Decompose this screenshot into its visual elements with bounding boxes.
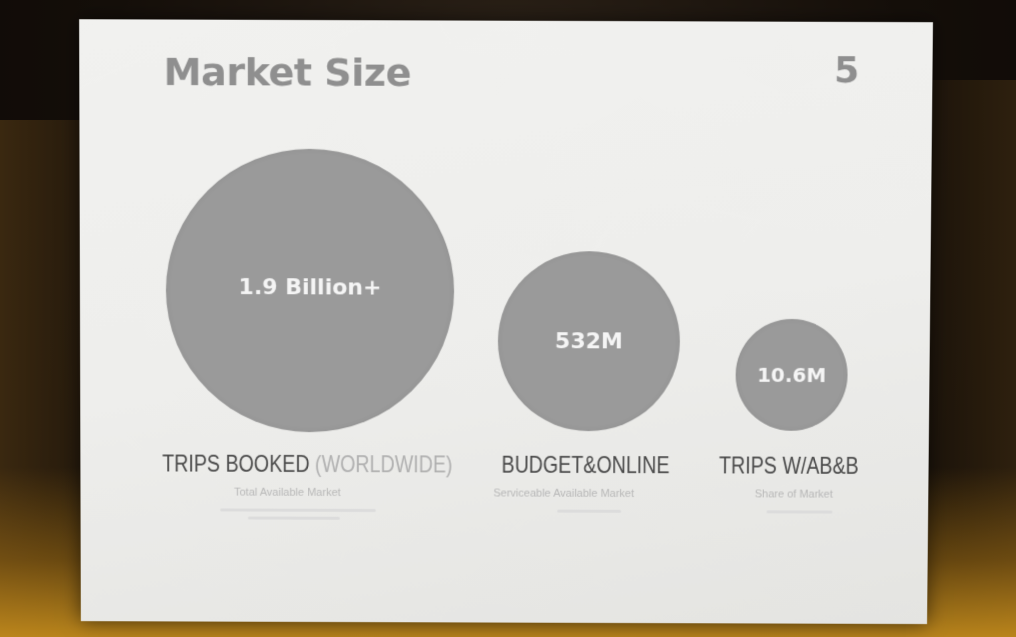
market-value-serviceable: 532M [498,329,680,355]
market-heading-total-main: TRIPS BOOKED [162,451,309,478]
market-value-share: 10.6M [736,363,848,387]
source-note-total-line-2 [248,516,340,519]
market-subtitle-share: Share of Market [755,488,833,500]
market-heading-serviceable: BUDGET&ONLINE [501,452,669,480]
source-note-total [220,508,376,512]
market-heading-total: TRIPS BOOKED (WORLDWIDE) [162,451,452,480]
market-subtitle-total: Total Available Market [234,487,341,499]
source-note-share [767,510,833,513]
market-heading-total-extra: (WORLDWIDE) [315,451,453,478]
slide-title: Market Size [164,50,411,95]
market-heading-share: TRIPS W/AB&B [719,452,859,480]
market-circle-serviceable: 532M [498,251,681,431]
market-circle-share: 10.6M [735,319,848,431]
projected-slide: Market Size 5 1.9 Billion+ 532M 10.6M TR… [79,19,933,624]
slide-number: 5 [834,50,860,91]
source-note-serviceable [557,510,621,513]
market-circle-total: 1.9 Billion+ [166,148,455,432]
market-subtitle-serviceable: Serviceable Available Market [493,488,634,500]
market-value-total: 1.9 Billion+ [166,275,454,301]
